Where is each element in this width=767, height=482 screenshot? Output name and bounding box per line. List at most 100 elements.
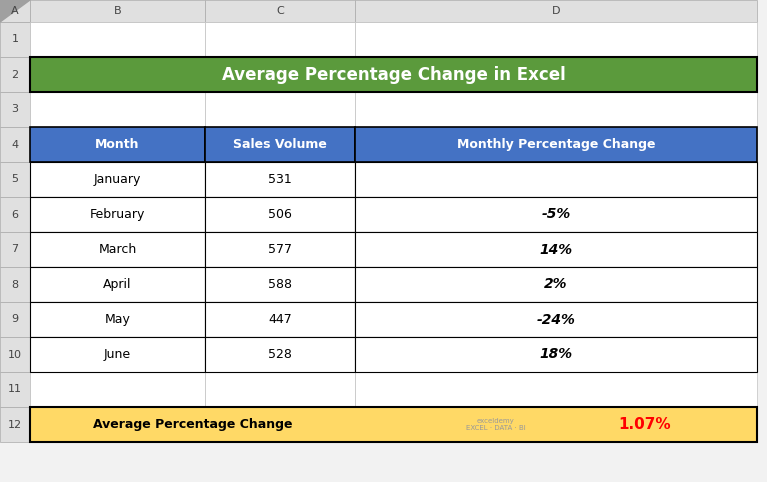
Bar bbox=[205, 302, 355, 337]
Text: 8: 8 bbox=[12, 280, 18, 290]
Bar bbox=[205, 127, 355, 162]
Bar bbox=[0, 302, 30, 337]
Text: 10: 10 bbox=[8, 349, 22, 360]
Bar bbox=[0, 407, 30, 442]
Bar bbox=[205, 162, 355, 197]
Bar bbox=[0, 372, 30, 407]
Bar bbox=[30, 372, 205, 407]
Bar bbox=[205, 0, 355, 22]
Text: Month: Month bbox=[95, 138, 140, 151]
Bar bbox=[205, 337, 355, 372]
Bar bbox=[0, 232, 30, 267]
Text: -5%: -5% bbox=[542, 207, 571, 222]
Bar bbox=[0, 197, 30, 232]
Bar bbox=[30, 337, 205, 372]
Bar bbox=[30, 127, 205, 162]
Text: 14%: 14% bbox=[539, 242, 572, 256]
Bar bbox=[205, 197, 355, 232]
Bar bbox=[30, 232, 205, 267]
Text: 2%: 2% bbox=[545, 278, 568, 292]
Text: 1: 1 bbox=[12, 35, 18, 44]
Bar bbox=[30, 267, 205, 302]
Bar bbox=[355, 337, 757, 372]
Bar bbox=[355, 127, 757, 162]
Bar bbox=[205, 267, 355, 302]
Text: 9: 9 bbox=[12, 314, 18, 324]
Text: 2: 2 bbox=[12, 69, 18, 80]
Bar bbox=[0, 267, 30, 302]
Text: A: A bbox=[12, 6, 19, 16]
Bar bbox=[355, 372, 757, 407]
Text: 4: 4 bbox=[12, 139, 18, 149]
Bar bbox=[205, 372, 355, 407]
Bar bbox=[30, 162, 205, 197]
Bar bbox=[30, 407, 757, 442]
Bar bbox=[0, 337, 30, 372]
Text: 1.07%: 1.07% bbox=[618, 417, 671, 432]
Bar bbox=[30, 267, 205, 302]
Bar bbox=[30, 162, 205, 197]
Text: 447: 447 bbox=[268, 313, 292, 326]
Bar bbox=[355, 407, 757, 442]
Bar bbox=[205, 197, 355, 232]
Bar bbox=[355, 302, 757, 337]
Bar bbox=[205, 22, 355, 57]
Bar bbox=[30, 0, 205, 22]
Bar bbox=[30, 197, 205, 232]
Bar bbox=[30, 337, 205, 372]
Bar bbox=[355, 22, 757, 57]
Text: 506: 506 bbox=[268, 208, 292, 221]
Bar bbox=[355, 232, 757, 267]
Bar bbox=[355, 162, 757, 197]
Bar bbox=[30, 302, 205, 337]
Bar bbox=[0, 22, 30, 57]
Bar bbox=[30, 22, 205, 57]
Text: B: B bbox=[114, 6, 121, 16]
Bar bbox=[205, 302, 355, 337]
Bar bbox=[205, 337, 355, 372]
Bar bbox=[30, 127, 205, 162]
Bar bbox=[0, 162, 30, 197]
Bar bbox=[0, 0, 30, 22]
Text: June: June bbox=[104, 348, 131, 361]
Bar bbox=[205, 92, 355, 127]
Text: 7: 7 bbox=[12, 244, 18, 254]
Text: February: February bbox=[90, 208, 145, 221]
Bar bbox=[355, 92, 757, 127]
Bar bbox=[205, 57, 355, 92]
Text: 6: 6 bbox=[12, 210, 18, 219]
Text: 12: 12 bbox=[8, 419, 22, 429]
Bar bbox=[30, 302, 205, 337]
Bar bbox=[205, 407, 355, 442]
Bar bbox=[205, 232, 355, 267]
Text: Monthly Percentage Change: Monthly Percentage Change bbox=[457, 138, 655, 151]
Bar bbox=[0, 0, 30, 22]
Bar bbox=[30, 407, 205, 442]
Bar bbox=[355, 267, 757, 302]
Bar bbox=[355, 0, 757, 22]
Text: -24%: -24% bbox=[537, 312, 575, 326]
Text: March: March bbox=[98, 243, 137, 256]
Bar bbox=[205, 127, 355, 162]
Text: 11: 11 bbox=[8, 385, 22, 394]
Bar bbox=[355, 337, 757, 372]
Text: January: January bbox=[94, 173, 141, 186]
Text: 18%: 18% bbox=[539, 348, 572, 362]
Text: exceldemy
EXCEL · DATA · BI: exceldemy EXCEL · DATA · BI bbox=[466, 418, 525, 431]
Text: May: May bbox=[104, 313, 130, 326]
Text: C: C bbox=[276, 6, 284, 16]
Bar bbox=[205, 232, 355, 267]
Bar bbox=[355, 127, 757, 162]
Text: April: April bbox=[104, 278, 132, 291]
Polygon shape bbox=[0, 0, 30, 22]
Text: 528: 528 bbox=[268, 348, 292, 361]
Text: 3: 3 bbox=[12, 105, 18, 115]
Bar bbox=[30, 92, 205, 127]
Bar bbox=[0, 57, 30, 92]
Bar bbox=[355, 162, 757, 197]
Text: 531: 531 bbox=[268, 173, 292, 186]
Bar bbox=[355, 197, 757, 232]
Bar bbox=[30, 57, 757, 92]
Text: 588: 588 bbox=[268, 278, 292, 291]
Bar bbox=[355, 57, 757, 92]
